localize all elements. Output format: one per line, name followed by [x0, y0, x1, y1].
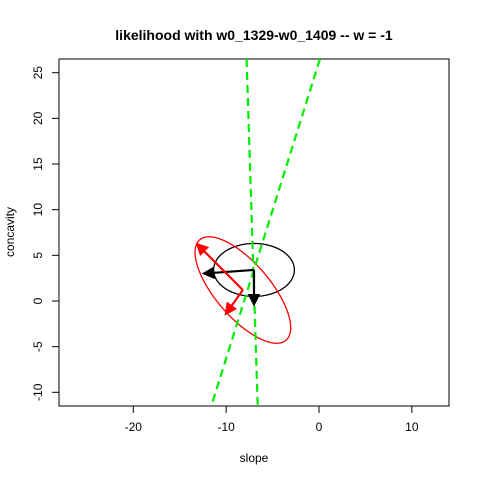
x-tick-label: 10	[405, 420, 419, 434]
green-dashed-line-1	[245, 59, 259, 406]
y-tick-label: 5	[31, 252, 45, 259]
green-dashed-line-2	[210, 59, 321, 406]
y-tick-label: 10	[31, 203, 45, 217]
y-axis: -10 -5 0 5 10 15 20 25	[31, 66, 59, 401]
chart-title: likelihood with w0_1329-w0_1409 -- w = -…	[115, 27, 393, 43]
y-tick-label: 0	[31, 297, 45, 304]
y-tick-label: -10	[31, 383, 45, 401]
x-axis-label: slope	[240, 451, 269, 465]
arrow-shaft	[203, 250, 244, 291]
plot-area	[194, 59, 321, 406]
y-axis-label: concavity	[3, 207, 17, 257]
x-axis: -20 -10 0 10	[125, 406, 419, 434]
arrow-head	[224, 301, 238, 316]
arrow-head	[195, 242, 210, 257]
y-tick-label: 25	[31, 66, 45, 80]
arrow-shaft	[213, 268, 255, 274]
red-arrow-lower-right	[224, 289, 244, 316]
x-tick-label: -20	[125, 420, 143, 434]
arrow-shaft	[230, 289, 244, 307]
x-tick-label: -10	[217, 420, 235, 434]
red-arrow-upper-left	[195, 242, 244, 291]
red-ellipse	[194, 236, 292, 344]
y-tick-label: 20	[31, 111, 45, 125]
plot-frame	[58, 58, 450, 407]
arrow-head	[247, 294, 261, 307]
x-tick-label: 0	[316, 420, 323, 434]
y-tick-label: -5	[31, 341, 45, 352]
black-arrow-left	[201, 266, 255, 280]
black-arrow-down	[247, 269, 261, 307]
arrow-head	[201, 266, 215, 280]
y-tick-label: 15	[31, 157, 45, 171]
